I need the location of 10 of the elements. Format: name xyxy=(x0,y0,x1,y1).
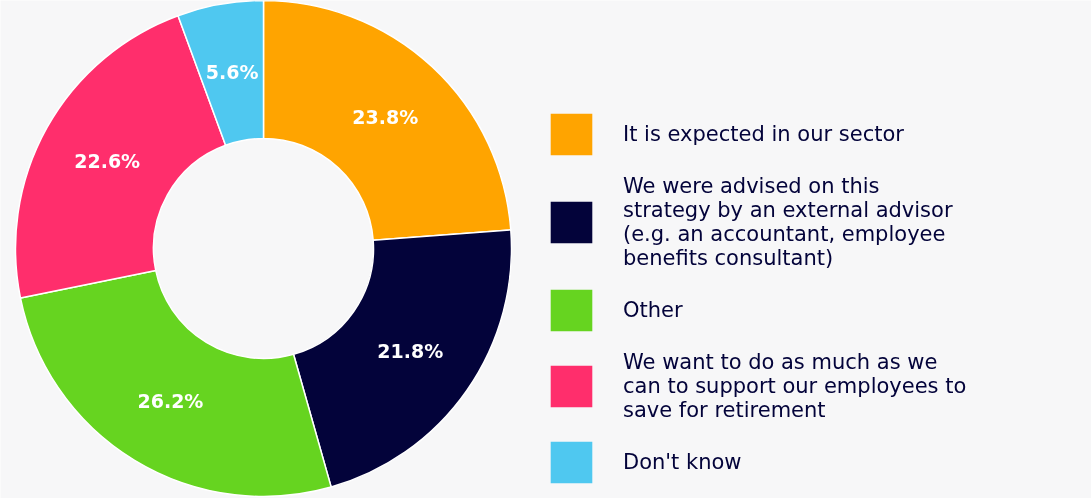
data-label: 23.8% xyxy=(352,106,419,129)
legend-label: Other xyxy=(623,298,683,322)
data-label: 5.6% xyxy=(205,61,259,84)
data-label: 22.6% xyxy=(74,150,141,173)
legend-label: Don't know xyxy=(623,450,742,474)
legend-label: We were advised on this strategy by an external advisor (e.g. an accountant, employee benefits consultant) xyxy=(623,174,953,270)
data-label: 26.2% xyxy=(137,390,204,413)
legend-label: We want to do as much as we can to support our employees to save for retirement xyxy=(623,350,967,422)
legend-label: It is expected in our sector xyxy=(623,122,904,146)
data-label: 21.8% xyxy=(377,339,444,362)
